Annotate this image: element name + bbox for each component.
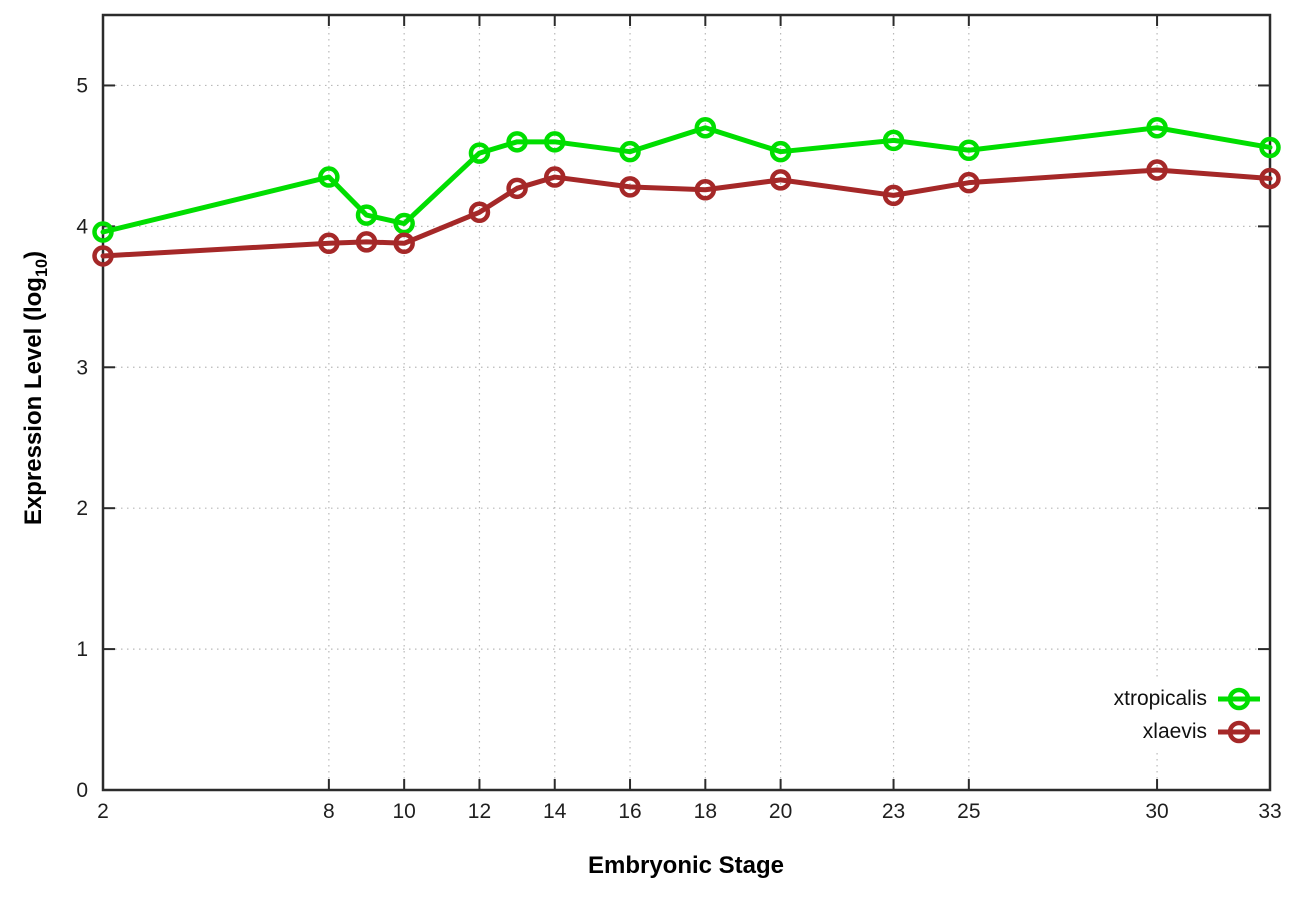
- x-tick-label: 20: [769, 800, 792, 823]
- y-axis-title-close: ): [20, 250, 48, 259]
- x-tick-label: 30: [1145, 800, 1168, 823]
- data-point-xtropicalis: [318, 166, 340, 188]
- x-tick-label: 8: [323, 800, 335, 823]
- y-tick-label: 2: [76, 497, 88, 520]
- x-tick-label: 33: [1258, 800, 1281, 823]
- data-point-xlaevis: [769, 169, 792, 191]
- data-point-xtropicalis: [694, 116, 717, 139]
- y-axis-title-subscript: 10: [32, 258, 51, 278]
- data-point-xlaevis: [355, 231, 378, 253]
- legend-item-xlaevis: xlaevis: [1114, 716, 1262, 747]
- y-tick-label: 5: [76, 74, 88, 97]
- x-axis-title: Embryonic Stage: [587, 852, 785, 879]
- legend: xtropicalis xlaevis: [1111, 681, 1264, 749]
- data-point-xtropicalis: [468, 142, 491, 164]
- data-point-xtropicalis: [355, 204, 378, 226]
- data-point-xlaevis: [882, 184, 905, 207]
- y-tick-label: 3: [76, 356, 88, 379]
- legend-item-xtropicalis: xtropicalis: [1114, 683, 1262, 714]
- y-tick-label: 1: [76, 638, 88, 661]
- legend-label-xtropicalis: xtropicalis: [1113, 686, 1207, 710]
- data-point-xlaevis: [393, 232, 415, 255]
- y-axis-title: Expression Level (log10): [20, 251, 52, 525]
- data-point-xtropicalis: [882, 129, 905, 152]
- data-point-xlaevis: [958, 171, 980, 194]
- series-line-xlaevis: [100, 167, 1273, 259]
- data-point-xtropicalis: [506, 131, 528, 153]
- data-point-xtropicalis: [1259, 136, 1281, 159]
- y-tick-label: 0: [76, 779, 88, 802]
- data-point-xtropicalis: [1146, 116, 1168, 139]
- x-tick-label: 14: [543, 800, 567, 823]
- data-point-xtropicalis: [769, 140, 792, 163]
- data-point-xlaevis: [619, 176, 641, 198]
- x-tick-label: 12: [468, 800, 491, 823]
- data-point-xlaevis: [468, 201, 491, 224]
- x-tick-label: 2: [97, 800, 109, 823]
- y-tick-label: 4: [76, 215, 88, 238]
- y-axis-title-text: Expression Level (log: [20, 277, 48, 526]
- x-tick-label: 10: [392, 800, 415, 823]
- line-point-marker-icon: [1216, 685, 1262, 713]
- x-tick-label: 16: [618, 800, 641, 823]
- data-point-xlaevis: [694, 178, 717, 201]
- legend-label-xlaevis: xlaevis: [1142, 719, 1207, 743]
- series-line-xtropicalis: [100, 125, 1273, 235]
- data-point-xtropicalis: [619, 140, 641, 163]
- data-point-xlaevis: [1259, 167, 1281, 190]
- x-tick-label: 25: [957, 800, 980, 823]
- line-point-marker-icon: [1216, 718, 1262, 746]
- data-point-xtropicalis: [958, 139, 980, 162]
- data-point-xtropicalis: [92, 221, 114, 243]
- data-point-xtropicalis: [393, 212, 415, 235]
- x-tick-label: 23: [882, 800, 905, 823]
- x-tick-label: 18: [694, 800, 717, 823]
- data-point-xtropicalis: [543, 131, 566, 153]
- data-point-xlaevis: [92, 245, 114, 267]
- data-point-xlaevis: [1146, 159, 1168, 181]
- data-point-xlaevis: [318, 232, 340, 255]
- data-point-xlaevis: [506, 177, 528, 200]
- plot-border: [101, 13, 1272, 792]
- data-point-xlaevis: [543, 166, 566, 188]
